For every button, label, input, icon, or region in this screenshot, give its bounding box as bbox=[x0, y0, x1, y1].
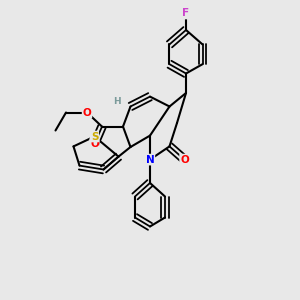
Text: F: F bbox=[182, 8, 190, 19]
Text: O: O bbox=[82, 107, 91, 118]
Text: H: H bbox=[113, 98, 121, 106]
Text: N: N bbox=[146, 154, 154, 165]
Text: S: S bbox=[91, 131, 98, 142]
Text: O: O bbox=[90, 139, 99, 149]
Text: O: O bbox=[180, 154, 189, 165]
